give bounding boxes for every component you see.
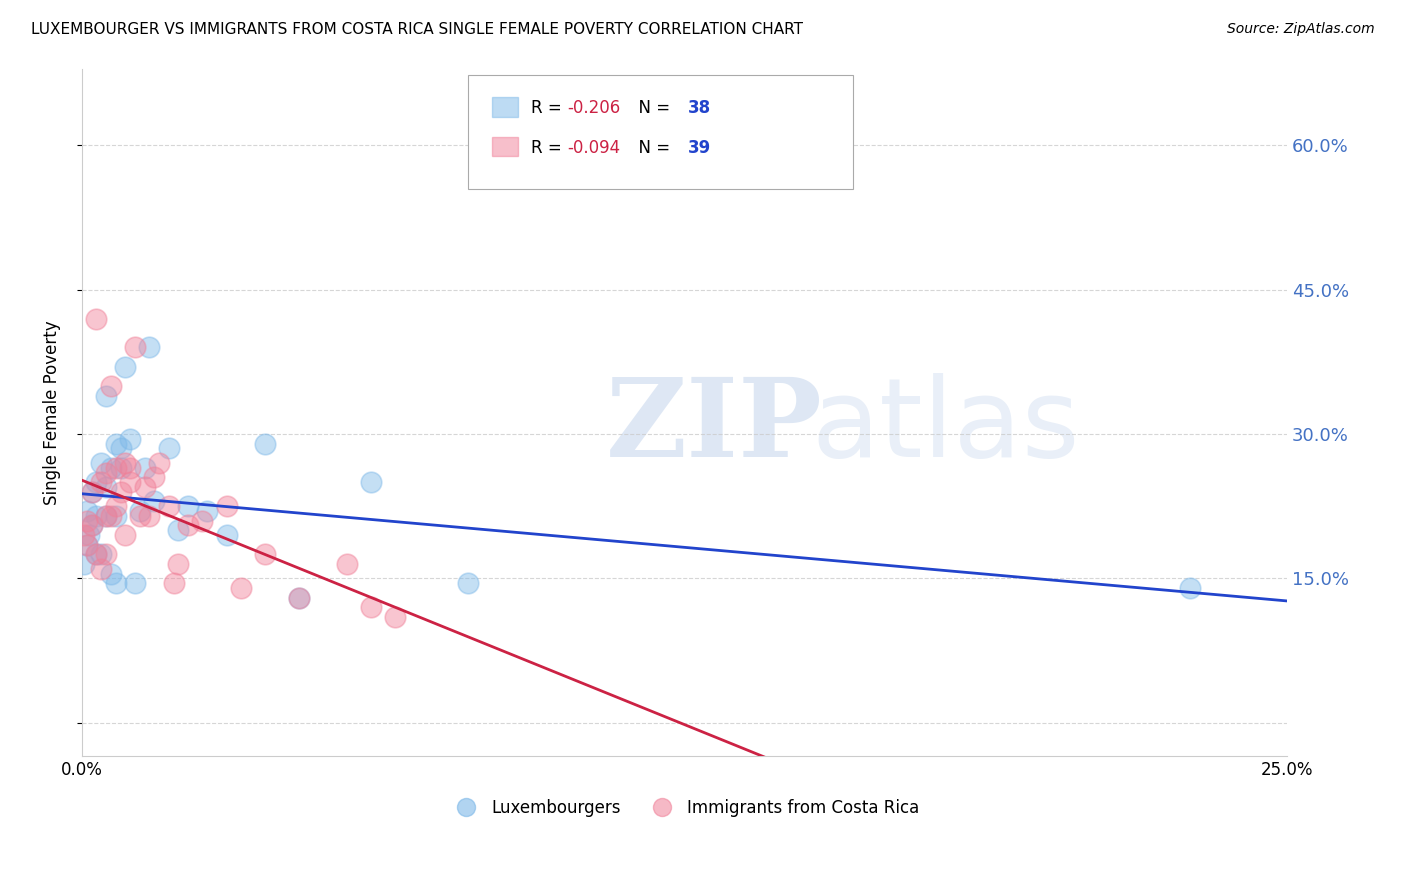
Point: [110, 460, 132, 475]
FancyBboxPatch shape: [468, 76, 853, 189]
Point: [94, 508, 117, 523]
Point: [86, 508, 108, 523]
Point: [143, 494, 166, 508]
Text: R =: R =: [531, 138, 568, 157]
Text: ZIP: ZIP: [606, 373, 823, 480]
Point: [288, 591, 311, 605]
Point: [254, 436, 277, 450]
Point: [80, 484, 103, 499]
Point: [94, 547, 117, 561]
Point: [360, 475, 382, 490]
Point: [191, 514, 214, 528]
Point: [90, 547, 112, 561]
Text: 39: 39: [688, 138, 711, 157]
Point: [157, 442, 180, 456]
Point: [157, 499, 180, 513]
Point: [90, 456, 112, 470]
Point: [76, 538, 98, 552]
Point: [128, 504, 150, 518]
Point: [134, 480, 156, 494]
Point: [94, 480, 117, 494]
Point: [167, 557, 190, 571]
Point: [104, 499, 127, 513]
Point: [138, 341, 160, 355]
Point: [73, 528, 96, 542]
FancyBboxPatch shape: [492, 97, 519, 117]
Point: [114, 456, 136, 470]
Point: [110, 442, 132, 456]
Point: [124, 576, 146, 591]
Point: [120, 460, 142, 475]
Point: [94, 466, 117, 480]
Text: LUXEMBOURGER VS IMMIGRANTS FROM COSTA RICA SINGLE FEMALE POVERTY CORRELATION CHA: LUXEMBOURGER VS IMMIGRANTS FROM COSTA RI…: [31, 22, 803, 37]
Point: [94, 388, 117, 402]
Point: [104, 576, 127, 591]
Point: [86, 547, 108, 561]
Point: [143, 470, 166, 484]
Point: [254, 547, 277, 561]
Point: [148, 456, 170, 470]
Text: R =: R =: [531, 99, 568, 118]
Text: -0.206: -0.206: [568, 99, 621, 118]
Point: [110, 484, 132, 499]
Y-axis label: Single Female Poverty: Single Female Poverty: [44, 320, 60, 505]
Point: [195, 504, 218, 518]
Text: Source: ZipAtlas.com: Source: ZipAtlas.com: [1227, 22, 1375, 37]
Point: [360, 600, 382, 615]
Point: [77, 528, 100, 542]
Point: [128, 508, 150, 523]
Point: [100, 460, 122, 475]
Point: [124, 341, 146, 355]
FancyBboxPatch shape: [492, 136, 519, 156]
Text: atlas: atlas: [811, 373, 1080, 480]
Point: [80, 518, 103, 533]
Text: N =: N =: [627, 99, 675, 118]
Point: [215, 499, 238, 513]
Point: [86, 547, 108, 561]
Text: N =: N =: [627, 138, 675, 157]
Point: [1180, 581, 1202, 595]
Point: [114, 528, 136, 542]
Point: [76, 504, 98, 518]
Point: [114, 359, 136, 374]
Point: [73, 557, 96, 571]
Point: [104, 460, 127, 475]
Point: [120, 475, 142, 490]
Point: [76, 514, 98, 528]
Point: [100, 566, 122, 581]
Point: [177, 518, 200, 533]
Legend: Luxembourgers, Immigrants from Costa Rica: Luxembourgers, Immigrants from Costa Ric…: [443, 792, 927, 823]
Point: [384, 609, 406, 624]
Point: [215, 528, 238, 542]
Point: [76, 538, 98, 552]
Point: [104, 508, 127, 523]
Point: [94, 508, 117, 523]
Point: [177, 499, 200, 513]
Point: [229, 581, 252, 595]
Point: [90, 562, 112, 576]
Point: [457, 576, 479, 591]
Point: [162, 576, 184, 591]
Point: [288, 591, 311, 605]
Point: [336, 557, 359, 571]
Point: [100, 508, 122, 523]
Point: [80, 484, 103, 499]
Point: [80, 518, 103, 533]
Point: [90, 475, 112, 490]
Point: [120, 432, 142, 446]
Text: -0.094: -0.094: [568, 138, 620, 157]
Point: [134, 460, 156, 475]
Text: 38: 38: [688, 99, 711, 118]
Point: [167, 523, 190, 537]
Point: [86, 311, 108, 326]
Point: [104, 436, 127, 450]
Point: [138, 508, 160, 523]
Point: [86, 475, 108, 490]
Point: [100, 379, 122, 393]
